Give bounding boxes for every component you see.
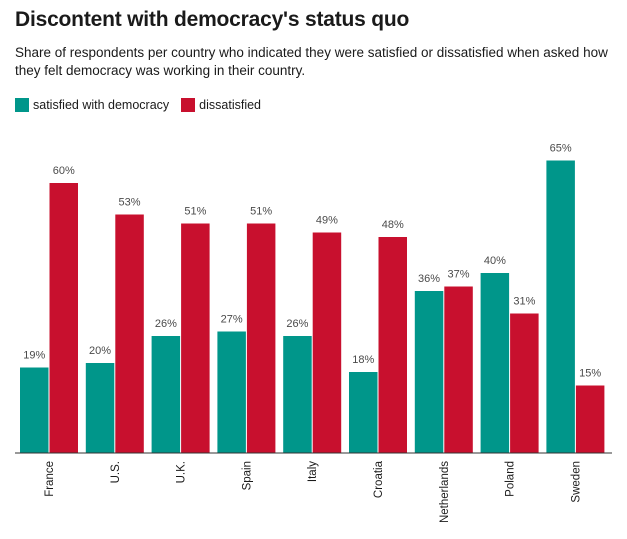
data-label: 65% [550, 143, 572, 155]
category-label: U.S. [110, 461, 122, 483]
legend: satisfied with democracy dissatisfied [15, 98, 273, 112]
category-label: Croatia [373, 460, 385, 498]
data-label: 49% [316, 215, 338, 227]
legend-swatch-satisfied [15, 98, 29, 112]
data-label: 48% [382, 219, 404, 231]
data-label: 15% [579, 368, 601, 380]
bar-satisfied-sweden [546, 160, 575, 453]
bar-dissatisfied-france [49, 183, 78, 453]
data-label: 51% [184, 206, 206, 218]
bar-satisfied-italy [283, 336, 312, 453]
data-label: 51% [250, 206, 272, 218]
data-label: 26% [286, 318, 308, 330]
bar-satisfied-uk [151, 336, 181, 453]
category-label: Poland [505, 461, 517, 497]
bar-satisfied-poland [480, 273, 510, 453]
data-label: 53% [119, 197, 141, 209]
bar-dissatisfied-netherlands [444, 286, 473, 453]
bar-dissatisfied-uk [181, 223, 210, 453]
data-label: 18% [352, 354, 374, 366]
data-label: 19% [23, 350, 45, 362]
bar-dissatisfied-poland [510, 313, 539, 453]
data-label: 27% [221, 314, 243, 326]
category-label: France [44, 461, 56, 497]
legend-label-satisfied: satisfied with democracy [33, 98, 170, 112]
legend-entry-dissatisfied: dissatisfied [181, 98, 261, 112]
data-label: 20% [89, 345, 111, 357]
data-label: 40% [484, 255, 506, 267]
data-label: 31% [513, 296, 535, 308]
legend-label-dissatisfied: dissatisfied [199, 98, 262, 112]
bar-dissatisfied-croatia [378, 237, 407, 453]
bar-satisfied-croatia [349, 372, 378, 453]
bar-dissatisfied-sweden [575, 385, 605, 453]
category-label: U.K. [176, 461, 188, 483]
legend-entry-satisfied: satisfied with democracy [15, 98, 169, 112]
category-label: Italy [307, 461, 319, 482]
chart-subtitle: Share of respondents per country who ind… [15, 45, 608, 78]
bar-satisfied-france [20, 367, 49, 453]
category-label: Netherlands [439, 461, 451, 523]
data-label: 60% [53, 165, 75, 177]
bar-dissatisfied-us [115, 214, 144, 453]
data-label: 37% [448, 269, 470, 281]
bar-satisfied-us [85, 363, 115, 453]
bar-satisfied-netherlands [414, 291, 444, 453]
category-label: Spain [241, 461, 253, 490]
bar-satisfied-spain [217, 331, 246, 453]
bar-dissatisfied-spain [246, 223, 276, 453]
category-label: Sweden [570, 461, 582, 503]
legend-swatch-dissatisfied [181, 98, 196, 112]
chart-title: Discontent with democracy's status quo [15, 8, 410, 31]
data-label: 26% [155, 318, 177, 330]
data-label: 36% [418, 273, 440, 285]
bar-dissatisfied-italy [312, 232, 342, 453]
